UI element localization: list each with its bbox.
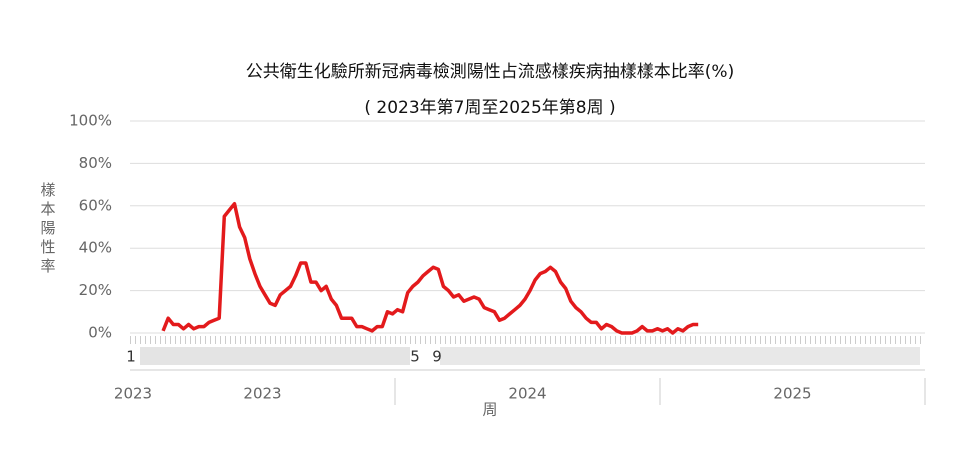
x-axis: [130, 336, 926, 405]
week-label: 1: [126, 348, 136, 366]
y-tick-label: 80%: [79, 154, 112, 172]
y-tick-label: 60%: [79, 196, 112, 214]
year-label: 2023: [243, 385, 281, 403]
week-label-band: [440, 347, 920, 365]
y-tick-label: 20%: [79, 281, 112, 299]
data-line: [161, 201, 699, 335]
x-axis-label: 周: [482, 401, 497, 419]
year-label: 2024: [508, 385, 546, 403]
axis-start-label: 2023: [114, 385, 152, 403]
week-label: 5: [410, 348, 420, 366]
year-label: 2025: [773, 385, 811, 403]
week-label: 9: [432, 348, 442, 366]
y-tick-label: 40%: [79, 239, 112, 257]
y-tick-label: 100%: [69, 112, 112, 130]
week-label-band: [140, 347, 410, 365]
chart-title: 公共衛生化驗所新冠病毒檢測陽性占流感樣疾病抽樣樣本比率(%): [246, 62, 734, 82]
y-tick-label: 0%: [88, 324, 112, 342]
chart-subtitle: ( 2023年第7周至2025年第8周 ): [364, 98, 615, 118]
y-axis-label: 樣本陽性率: [40, 181, 55, 275]
